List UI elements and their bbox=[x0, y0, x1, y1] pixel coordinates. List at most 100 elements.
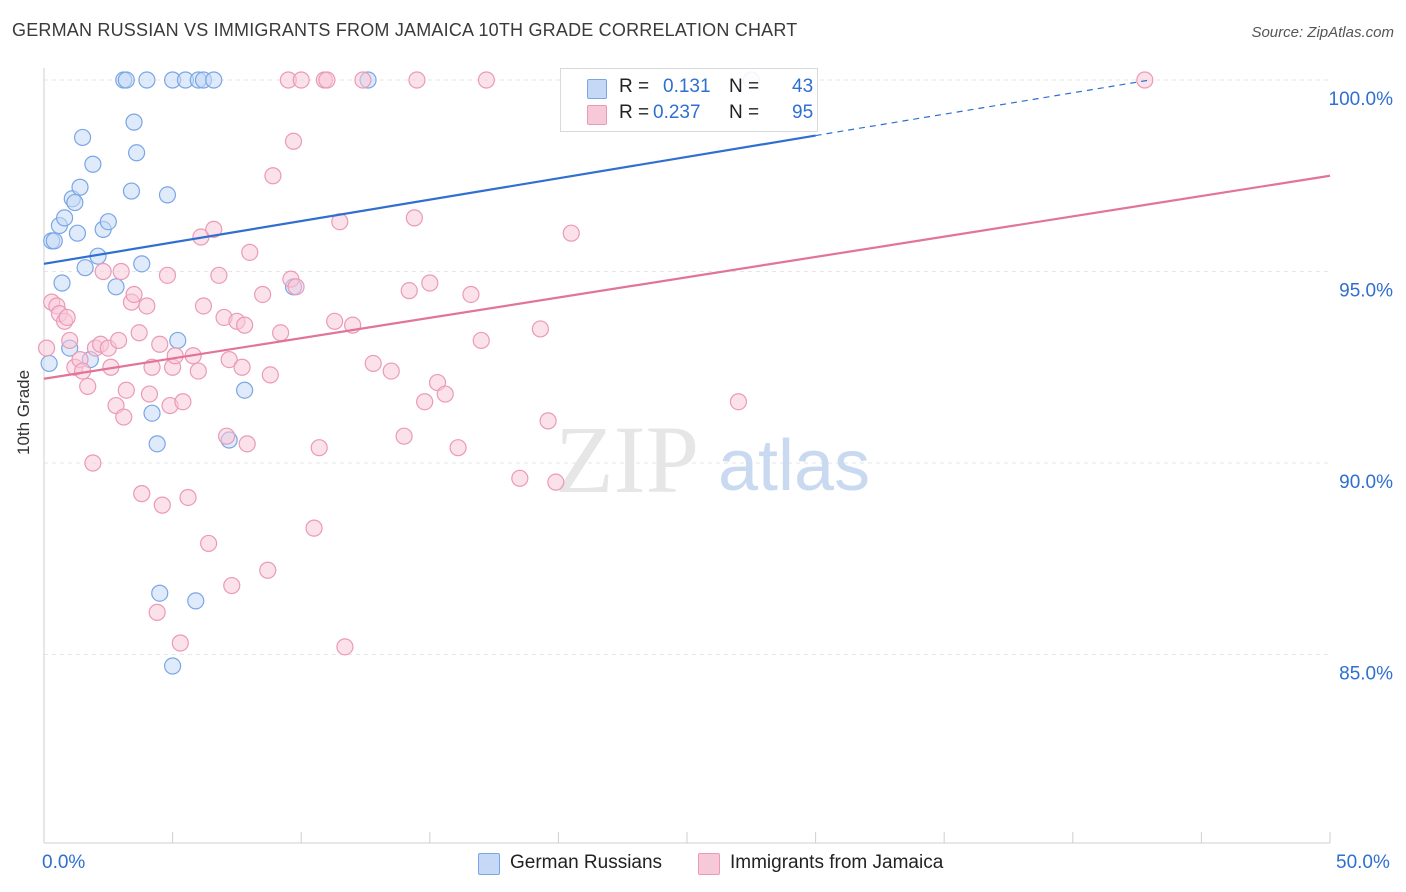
legend-swatch-pink bbox=[698, 853, 720, 875]
point-jamaica bbox=[151, 335, 169, 353]
legend-n-label: N = bbox=[729, 76, 760, 97]
point-german-russian bbox=[40, 354, 58, 373]
point-german-russian bbox=[125, 113, 143, 131]
point-german-russian bbox=[169, 331, 187, 350]
point-jamaica bbox=[1136, 71, 1154, 89]
point-jamaica bbox=[364, 354, 382, 373]
point-jamaica bbox=[259, 561, 277, 579]
point-german-russian bbox=[148, 435, 166, 453]
x-axis-max-label: 50.0% bbox=[1336, 852, 1390, 873]
point-german-russian bbox=[187, 592, 205, 610]
point-jamaica bbox=[261, 366, 279, 384]
point-jamaica bbox=[37, 339, 56, 357]
point-german-russian bbox=[55, 209, 74, 227]
point-jamaica bbox=[236, 316, 254, 334]
point-jamaica bbox=[305, 519, 323, 537]
point-jamaica bbox=[382, 362, 400, 380]
point-jamaica bbox=[562, 224, 580, 242]
point-german-russian bbox=[107, 278, 125, 296]
y-tick-labels: 100.0% 95.0% 90.0% 85.0% bbox=[1329, 89, 1394, 685]
legend-swatch-pink bbox=[587, 105, 607, 125]
point-jamaica bbox=[61, 331, 79, 350]
point-jamaica bbox=[395, 427, 413, 445]
point-german-russian bbox=[151, 584, 169, 602]
point-jamaica bbox=[174, 393, 192, 411]
legend-r-value: 0.237 bbox=[653, 102, 701, 123]
point-german-russian bbox=[143, 404, 161, 422]
legend-swatch-blue bbox=[587, 79, 607, 99]
legend-series-name: German Russians bbox=[510, 852, 663, 873]
point-jamaica bbox=[318, 71, 336, 89]
point-jamaica bbox=[421, 274, 439, 292]
point-jamaica bbox=[405, 209, 423, 227]
point-german-russian bbox=[127, 144, 146, 162]
point-jamaica bbox=[472, 331, 490, 350]
legend-swatch-blue bbox=[478, 853, 500, 875]
point-jamaica bbox=[220, 350, 238, 369]
y-tick-label: 95.0% bbox=[1339, 281, 1393, 302]
point-german-russian bbox=[236, 381, 254, 399]
point-jamaica bbox=[58, 308, 76, 327]
point-jamaica bbox=[547, 473, 565, 491]
point-german-russian bbox=[158, 186, 177, 204]
point-german-russian bbox=[138, 71, 156, 89]
point-jamaica bbox=[133, 485, 151, 503]
point-german-russian bbox=[117, 71, 135, 89]
point-german-russian bbox=[76, 259, 94, 277]
point-jamaica bbox=[218, 427, 236, 445]
point-german-russian bbox=[205, 71, 223, 89]
point-jamaica bbox=[138, 297, 156, 315]
point-jamaica bbox=[112, 262, 130, 281]
point-jamaica bbox=[416, 393, 434, 411]
point-german-russian bbox=[99, 213, 117, 231]
point-jamaica bbox=[400, 282, 418, 300]
trend-lines bbox=[43, 79, 1331, 380]
point-jamaica bbox=[194, 297, 213, 315]
point-jamaica bbox=[233, 358, 251, 376]
point-jamaica bbox=[310, 439, 328, 457]
point-jamaica bbox=[94, 262, 112, 281]
point-german-russian bbox=[73, 128, 92, 147]
legend-n-label: N = bbox=[729, 102, 760, 123]
point-jamaica bbox=[729, 393, 748, 411]
point-jamaica bbox=[117, 381, 135, 399]
point-jamaica bbox=[462, 285, 480, 304]
point-jamaica bbox=[148, 603, 166, 621]
point-jamaica bbox=[238, 435, 256, 453]
point-german-russian bbox=[53, 274, 71, 292]
axes bbox=[43, 68, 1331, 844]
legend-r-label: R = bbox=[619, 76, 650, 97]
point-jamaica bbox=[511, 469, 529, 487]
point-jamaica bbox=[272, 324, 290, 342]
point-jamaica bbox=[158, 266, 177, 284]
point-jamaica bbox=[115, 408, 133, 426]
watermark-atlas: atlas bbox=[718, 426, 870, 506]
legend-r-label: R = bbox=[619, 102, 650, 123]
legend-n-value: 95 bbox=[792, 102, 814, 123]
point-jamaica bbox=[326, 312, 344, 330]
y-tick-label: 90.0% bbox=[1339, 472, 1393, 493]
point-jamaica bbox=[200, 534, 218, 553]
point-jamaica bbox=[449, 439, 467, 457]
point-jamaica bbox=[241, 243, 259, 261]
point-german-russian bbox=[122, 182, 141, 200]
point-jamaica bbox=[254, 285, 272, 304]
trend-line-jamaica bbox=[43, 174, 1331, 380]
point-german-russian bbox=[66, 193, 84, 212]
point-jamaica bbox=[539, 412, 557, 430]
point-jamaica bbox=[408, 71, 426, 89]
trend-line-extension bbox=[815, 79, 1151, 137]
point-jamaica bbox=[109, 331, 128, 350]
point-jamaica bbox=[477, 71, 495, 89]
point-jamaica bbox=[354, 71, 372, 89]
x-axis-min-label: 0.0% bbox=[42, 852, 86, 873]
point-jamaica bbox=[336, 638, 354, 656]
point-jamaica bbox=[210, 266, 228, 284]
point-jamaica bbox=[531, 320, 549, 338]
point-german-russian bbox=[133, 255, 151, 273]
point-jamaica bbox=[436, 385, 454, 403]
point-jamaica bbox=[130, 324, 148, 342]
point-jamaica bbox=[179, 488, 197, 507]
watermark: ZIP atlas bbox=[555, 406, 870, 513]
